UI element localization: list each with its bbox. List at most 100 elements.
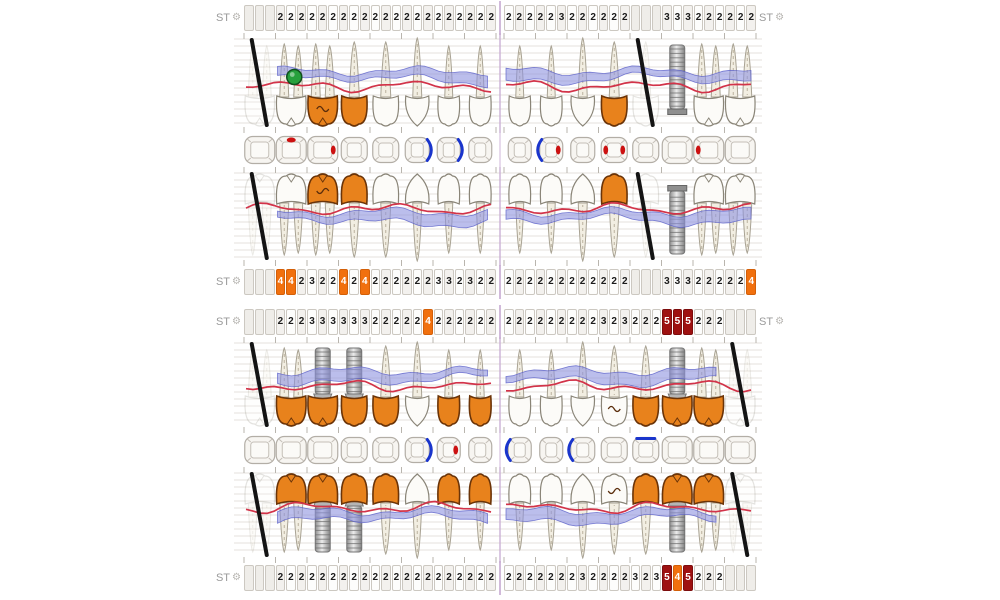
- pocket-depth-cell[interactable]: 2: [619, 565, 630, 591]
- tooth-lower_right-7[interactable]: [693, 473, 725, 554]
- occlusal-tooth-lower_right-5[interactable]: [632, 436, 660, 464]
- pocket-depth-cell[interactable]: 2: [535, 309, 546, 335]
- pocket-depth-cell[interactable]: 2: [370, 309, 381, 335]
- pocket-depth-cell[interactable]: 3: [662, 269, 672, 295]
- pocket-depth-cell[interactable]: [725, 309, 735, 335]
- tooth-lower_right-6[interactable]: [661, 473, 693, 553]
- pocket-depth-cell[interactable]: 4: [275, 269, 286, 295]
- gear-icon[interactable]: ⚙: [775, 316, 785, 327]
- pocket-depth-cell[interactable]: [746, 309, 756, 335]
- pocket-depth-cell[interactable]: 2: [433, 5, 444, 31]
- tooth-lower_left-6[interactable]: [404, 340, 430, 427]
- occlusal-tooth-upper_right-5[interactable]: [632, 136, 660, 164]
- pocket-depth-cell[interactable]: 2: [651, 309, 662, 335]
- pocket-depth-cell[interactable]: 5: [672, 309, 683, 335]
- tooth-lower_left-7[interactable]: [437, 348, 461, 427]
- pocket-depth-cell[interactable]: 2: [349, 269, 359, 295]
- pocket-depth-cell[interactable]: 3: [444, 269, 454, 295]
- pocket-depth-cell[interactable]: 2: [504, 565, 514, 591]
- pocket-depth-cell[interactable]: 2: [693, 309, 704, 335]
- tooth-upper_right-4[interactable]: [600, 40, 628, 127]
- tooth-lower_right-3[interactable]: [570, 340, 596, 427]
- pocket-depth-cell[interactable]: 2: [433, 565, 444, 591]
- pocket-depth-cell[interactable]: 2: [328, 5, 338, 31]
- pocket-depth-cell[interactable]: 2: [567, 565, 577, 591]
- pocket-depth-cell[interactable]: 2: [370, 269, 381, 295]
- pocket-depth-cell[interactable]: 2: [567, 309, 577, 335]
- pocket-depth-cell[interactable]: 2: [598, 5, 609, 31]
- pocket-depth-cell[interactable]: 2: [725, 5, 735, 31]
- pocket-depth-cell[interactable]: [735, 309, 746, 335]
- occlusal-tooth-lower_right-2[interactable]: [539, 436, 564, 464]
- pocket-depth-cell[interactable]: 2: [577, 5, 588, 31]
- occlusal-tooth-lower_left-1[interactable]: [244, 435, 276, 465]
- pocket-depth-cell[interactable]: 3: [683, 269, 693, 295]
- pocket-depth-cell[interactable]: 2: [588, 269, 598, 295]
- occlusal-tooth-lower_left-5[interactable]: [372, 436, 400, 464]
- occlusal-tooth-lower_right-7[interactable]: [693, 435, 725, 465]
- pocket-depth-cell[interactable]: 2: [609, 269, 619, 295]
- pocket-depth-cell[interactable]: 2: [556, 309, 567, 335]
- pocket-depth-cell[interactable]: 3: [307, 309, 317, 335]
- gear-icon[interactable]: ⚙: [232, 12, 241, 23]
- pocket-depth-cell[interactable]: 2: [444, 5, 454, 31]
- gear-icon[interactable]: ⚙: [775, 12, 785, 23]
- pocket-depth-cell[interactable]: 3: [349, 309, 359, 335]
- occlusal-tooth-upper_left-5[interactable]: [372, 136, 400, 164]
- pocket-depth-cell[interactable]: 2: [307, 5, 317, 31]
- pocket-depth-cell[interactable]: 2: [556, 269, 567, 295]
- pocket-depth-cell[interactable]: 4: [338, 269, 349, 295]
- pocket-depth-cell[interactable]: 2: [546, 309, 556, 335]
- pocket-depth-cell[interactable]: 2: [317, 269, 328, 295]
- pocket-depth-cell[interactable]: 2: [391, 565, 402, 591]
- pocket-depth-cell[interactable]: 2: [391, 269, 402, 295]
- pocket-depth-cell[interactable]: 2: [475, 269, 486, 295]
- pocket-depth-cell[interactable]: [651, 5, 662, 31]
- pocket-depth-cell[interactable]: 2: [630, 309, 641, 335]
- pocket-depth-cell[interactable]: 2: [454, 309, 465, 335]
- pocket-depth-cell[interactable]: [244, 565, 254, 591]
- pocket-depth-cell[interactable]: [641, 5, 651, 31]
- pocket-depth-cell[interactable]: 3: [317, 309, 328, 335]
- pocket-depth-cell[interactable]: 2: [286, 565, 296, 591]
- tooth-upper_left-5[interactable]: [372, 173, 400, 259]
- pocket-depth-cell[interactable]: 2: [556, 565, 567, 591]
- occlusal-tooth-lower_left-8[interactable]: [468, 436, 493, 464]
- occlusal-tooth-upper_right-3[interactable]: [570, 136, 596, 164]
- tooth-lower_left-5[interactable]: [372, 344, 400, 427]
- pocket-depth-cell[interactable]: 2: [514, 269, 525, 295]
- tooth-upper_right-1[interactable]: [508, 44, 532, 127]
- pocket-depth-cell[interactable]: 2: [444, 309, 454, 335]
- pocket-depth-cell[interactable]: 3: [651, 565, 662, 591]
- pocket-depth-cell[interactable]: 2: [359, 565, 370, 591]
- pocket-depth-cell[interactable]: 2: [275, 5, 286, 31]
- pocket-depth-cell[interactable]: 5: [683, 309, 693, 335]
- occlusal-tooth-upper_left-6[interactable]: [404, 136, 433, 164]
- pocket-depth-cell[interactable]: 2: [454, 565, 465, 591]
- tooth-upper_left-3[interactable]: [307, 173, 339, 257]
- pocket-depth-cell[interactable]: 2: [598, 269, 609, 295]
- pocket-depth-cell[interactable]: 3: [662, 5, 672, 31]
- pocket-depth-cell[interactable]: 5: [662, 309, 672, 335]
- tooth-upper_right-6[interactable]: [667, 44, 688, 115]
- tooth-lower_left-4[interactable]: [340, 347, 368, 427]
- pocket-depth-cell[interactable]: 2: [465, 565, 475, 591]
- occlusal-tooth-lower_right-1[interactable]: [504, 436, 532, 464]
- pocket-depth-cell[interactable]: 2: [504, 5, 514, 31]
- pocket-depth-cell[interactable]: 2: [475, 565, 486, 591]
- occlusal-tooth-upper_right-2[interactable]: [536, 136, 564, 164]
- tooth-upper_left-5[interactable]: [372, 40, 400, 127]
- pocket-depth-cell[interactable]: [265, 565, 275, 591]
- pocket-depth-cell[interactable]: 2: [423, 269, 433, 295]
- pocket-depth-cell[interactable]: 3: [683, 5, 693, 31]
- pocket-depth-cell[interactable]: [725, 565, 735, 591]
- occlusal-tooth-lower_right-8[interactable]: [724, 435, 756, 465]
- pocket-depth-cell[interactable]: 2: [338, 5, 349, 31]
- pocket-depth-cell[interactable]: 2: [704, 565, 714, 591]
- pocket-depth-cell[interactable]: 5: [683, 565, 693, 591]
- pocket-depth-cell[interactable]: [244, 269, 254, 295]
- pocket-depth-cell[interactable]: 2: [317, 5, 328, 31]
- tooth-lower_right-6[interactable]: [661, 347, 693, 427]
- pocket-depth-cell[interactable]: 2: [454, 5, 465, 31]
- pocket-depth-cell[interactable]: 2: [704, 309, 714, 335]
